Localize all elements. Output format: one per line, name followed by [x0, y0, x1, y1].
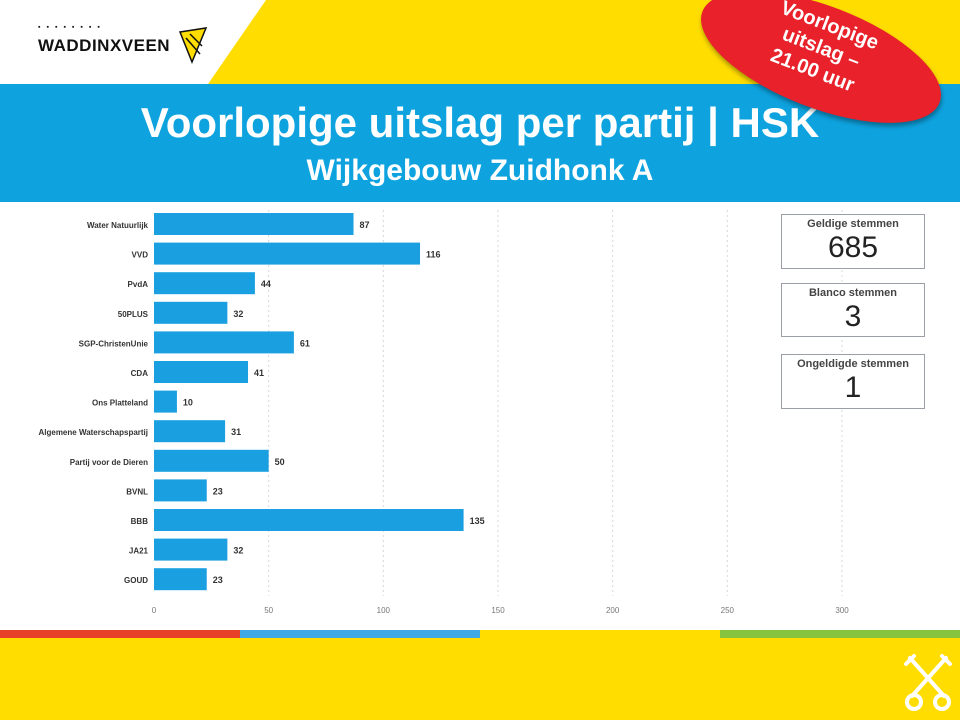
category-label: SGP-ChristenUnie: [79, 339, 149, 348]
x-tick-label: 200: [606, 606, 620, 615]
bar: [154, 390, 177, 413]
stat-label: Blanco stemmen: [808, 287, 898, 299]
strip-segment: [720, 630, 960, 638]
bar: [154, 568, 207, 591]
category-label: Algemene Waterschapspartij: [38, 428, 148, 437]
data-label: 32: [233, 546, 243, 556]
category-label: Partij voor de Dieren: [70, 458, 148, 467]
data-label: 61: [300, 338, 310, 348]
bar: [154, 301, 228, 324]
bar: [154, 509, 464, 531]
category-label: JA21: [129, 547, 149, 556]
page-title: Voorlopige uitslag per partij | HSK: [140, 99, 820, 146]
bar: [154, 331, 294, 354]
data-label: 41: [254, 368, 264, 378]
x-tick-label: 50: [264, 606, 273, 615]
bar: [154, 213, 354, 235]
category-label: BVNL: [126, 487, 148, 496]
bar-chart: 0 50 100 150 200 250 300 Water Natuurlijk 87 VVD 1…: [38, 210, 849, 615]
data-label: 23: [213, 486, 223, 496]
category-label: VVD: [132, 251, 149, 260]
bar: [154, 420, 226, 443]
bar: [154, 272, 255, 295]
category-label: BBB: [131, 517, 149, 526]
strip-segment: [240, 630, 480, 638]
category-label: Water Natuurlijk: [87, 221, 149, 230]
bar: [154, 361, 249, 383]
stat-card-invalid: Ongeldigde stemmen 1: [781, 354, 925, 409]
category-label: PvdA: [128, 280, 149, 289]
stat-label: Ongeldigde stemmen: [797, 358, 909, 370]
stat-card-valid: Geldige stemmen 685: [781, 214, 925, 269]
bar: [154, 242, 421, 265]
page-subtitle: Wijkgebouw Zuidhonk A: [306, 154, 654, 187]
stat-value: 3: [844, 300, 862, 333]
stat-card-blank: Blanco stemmen 3: [781, 283, 925, 337]
municipality-logo: ▪▪▪▪▪▪▪▪ WADDINXVEEN: [36, 24, 216, 66]
logo-emblem-icon: [178, 27, 208, 64]
data-label: 44: [261, 279, 271, 289]
data-label: 32: [233, 309, 243, 319]
stat-value: 1: [844, 371, 862, 404]
logo-text: WADDINXVEEN: [38, 36, 171, 55]
bar: [154, 479, 207, 502]
category-label: CDA: [131, 369, 149, 378]
strip-segment: [0, 630, 240, 638]
crossed-keys-icon: [904, 654, 952, 711]
data-label: 10: [183, 398, 193, 408]
bar: [154, 449, 269, 472]
header-shape: [0, 0, 266, 84]
category-label: Ons Platteland: [92, 399, 148, 408]
data-label: 23: [213, 575, 223, 585]
stat-label: Geldige stemmen: [807, 218, 899, 230]
data-label: 87: [360, 220, 370, 230]
x-tick-label: 150: [491, 606, 505, 615]
strip-segment: [480, 630, 720, 638]
category-label: 50PLUS: [118, 310, 149, 319]
header-background: [0, 0, 960, 84]
x-tick-label: 250: [721, 606, 735, 615]
x-tick-label: 100: [377, 606, 391, 615]
data-label: 50: [275, 457, 285, 467]
bar: [154, 538, 228, 561]
color-strip: [0, 630, 960, 638]
stat-value: 685: [827, 231, 879, 264]
x-tick-label: 300: [835, 606, 849, 615]
x-tick-label: 0: [152, 606, 157, 615]
data-label: 135: [470, 516, 485, 526]
data-label: 116: [426, 250, 441, 260]
category-label: GOUD: [124, 576, 148, 585]
data-label: 31: [231, 427, 241, 437]
logo-dots: ▪▪▪▪▪▪▪▪: [38, 24, 106, 31]
